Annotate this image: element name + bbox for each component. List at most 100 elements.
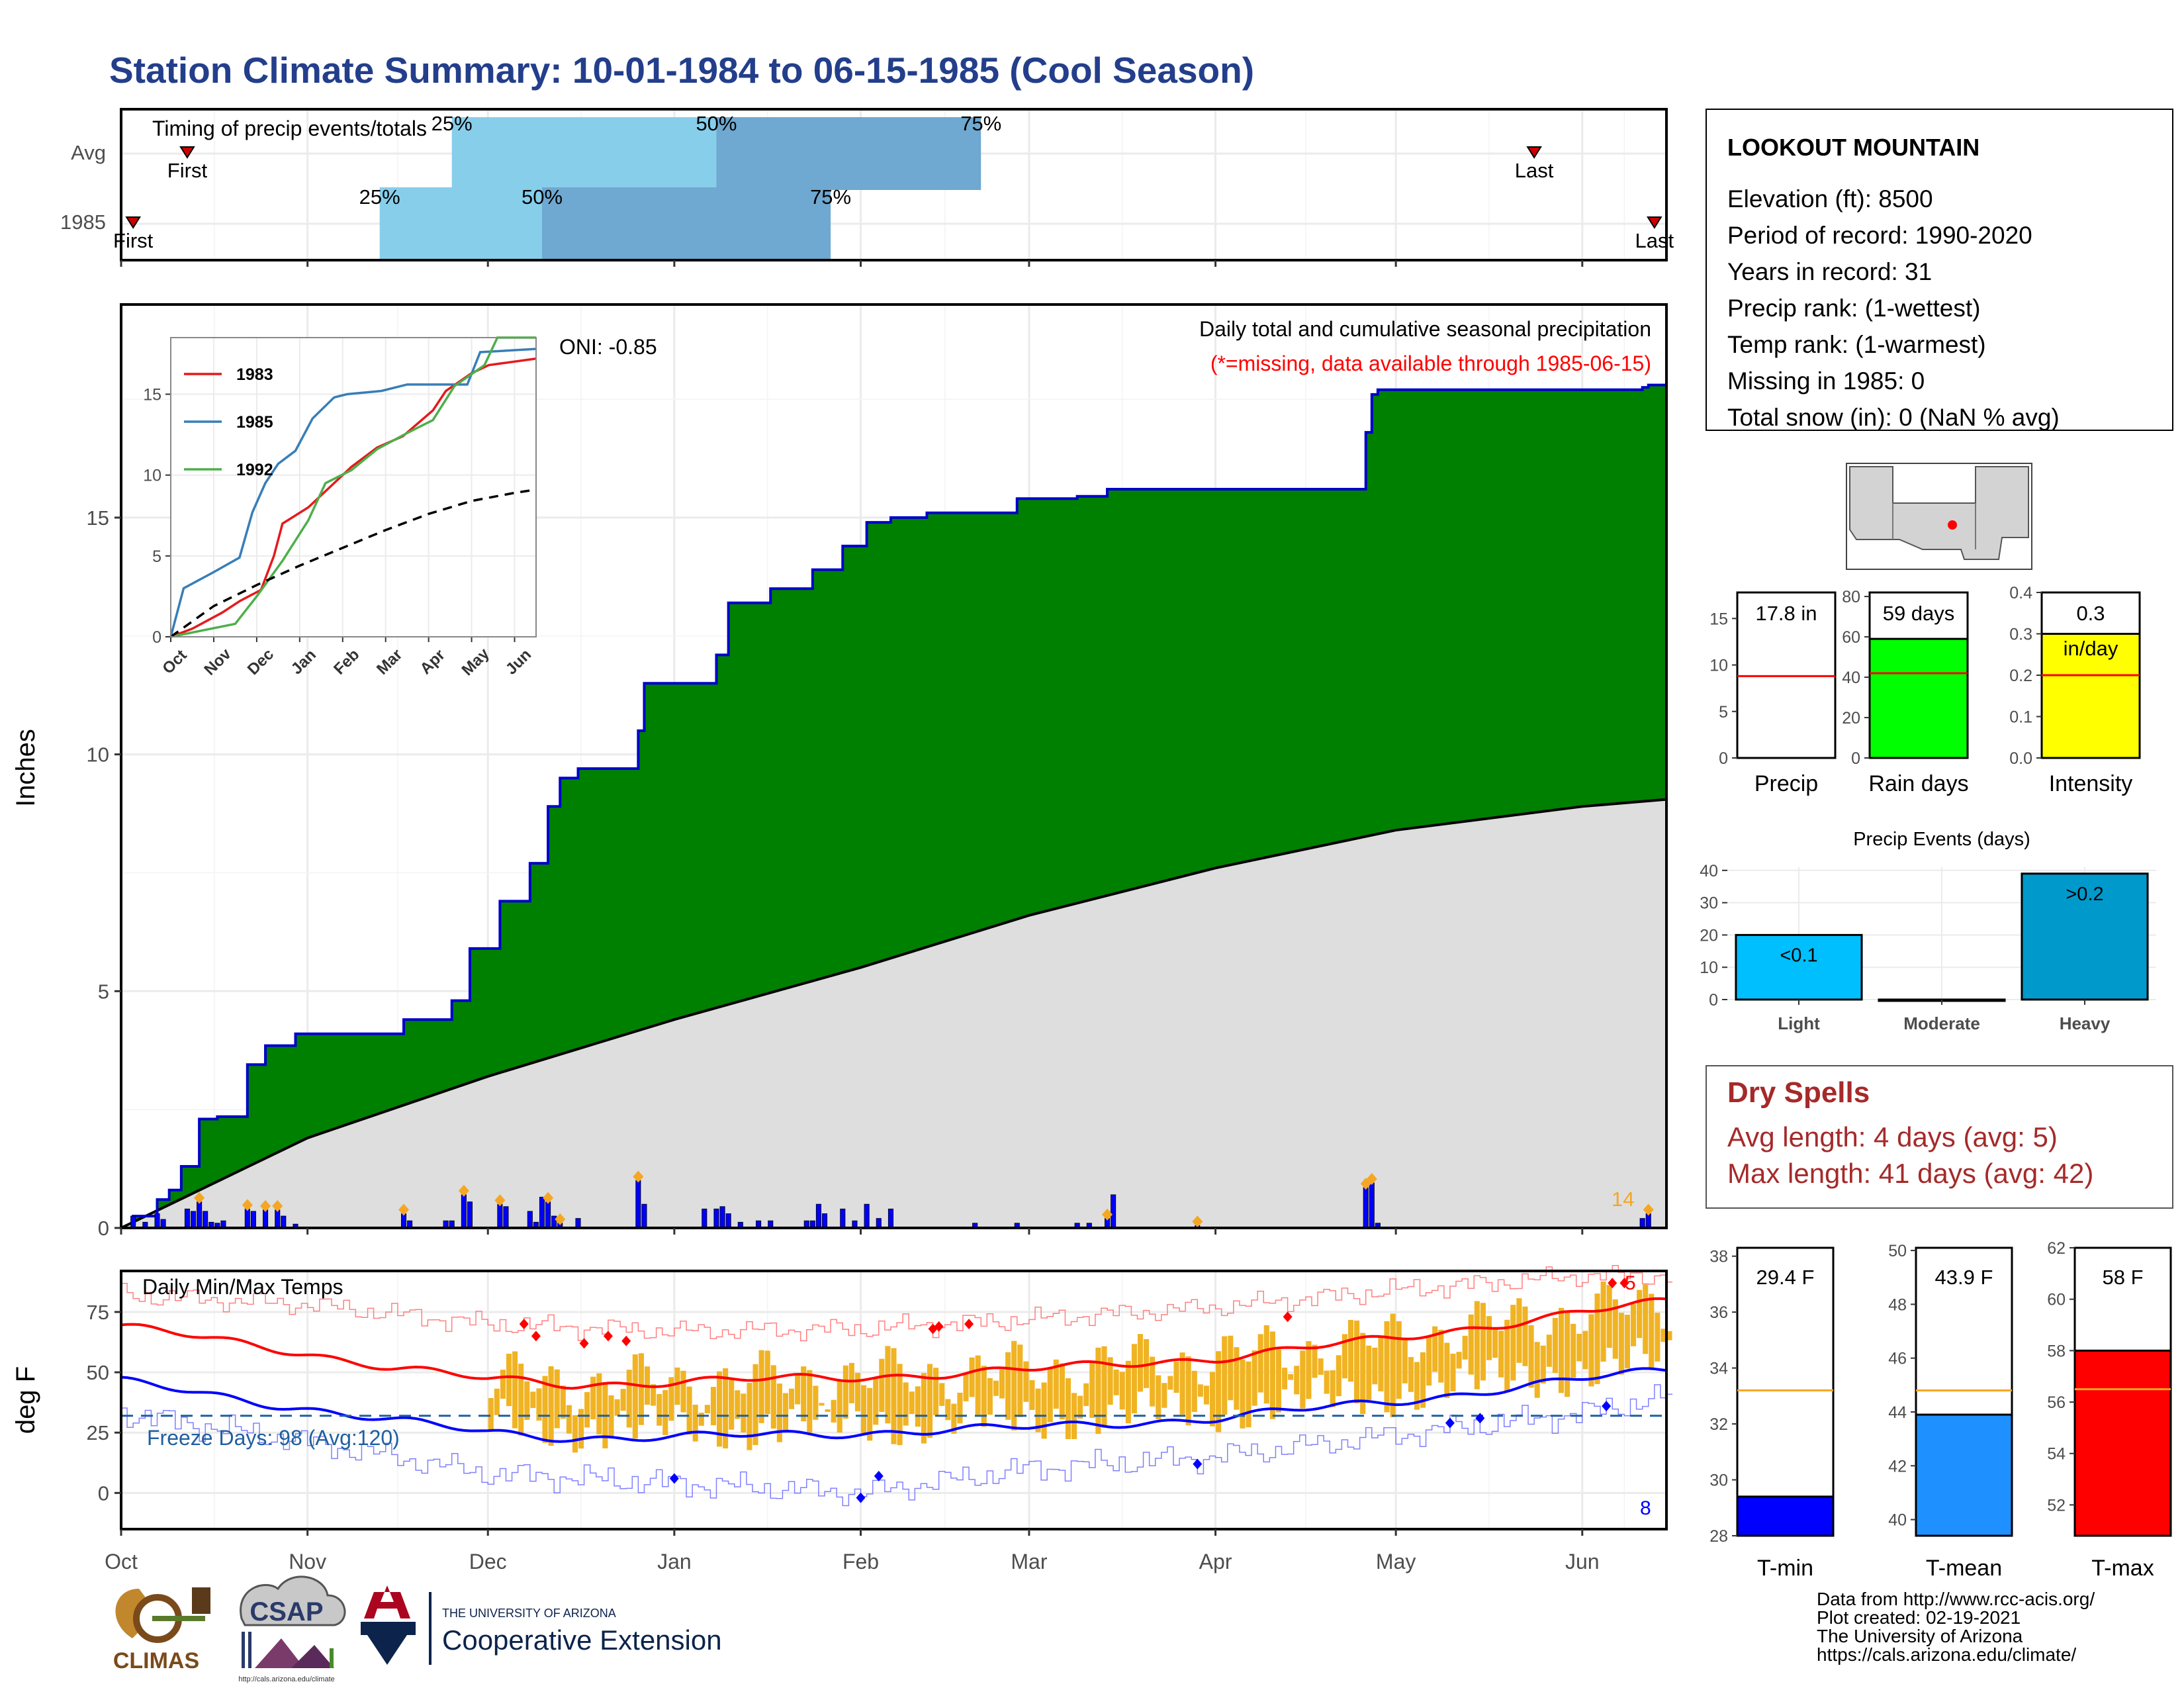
daily-temp-bar — [698, 1413, 704, 1426]
daily-temp-bar — [1041, 1382, 1047, 1439]
daily-precip-bar — [281, 1215, 287, 1229]
daily-precip-bar — [154, 1213, 160, 1229]
x-tick-label: Jun — [1565, 1550, 1600, 1573]
inset-chart: Oct Nov Dec Jan Feb Mar Apr May Jun0510151983198… — [143, 336, 537, 679]
temp-y-tick-label: 28 — [1709, 1527, 1728, 1546]
daily-temp-bar — [1366, 1345, 1372, 1401]
daily-temp-bar — [782, 1393, 789, 1432]
daily-precip-bar — [719, 1206, 725, 1229]
daily-precip-bar — [244, 1208, 250, 1229]
daily-temp-bar — [735, 1390, 741, 1419]
station-location-dot — [1948, 520, 1957, 530]
precip-ylabel: Inches — [11, 729, 40, 807]
y-tick-label: 50 — [87, 1361, 109, 1384]
daily-temp-bar — [572, 1415, 578, 1453]
y-tick-label: 25 — [87, 1421, 109, 1444]
daily-temp-bar — [686, 1386, 692, 1435]
daily-precip-bar — [1111, 1194, 1116, 1229]
extreme-precip-marker — [194, 1192, 205, 1204]
daily-temp-bar — [1552, 1317, 1558, 1374]
temp-y-tick-label: 42 — [1888, 1457, 1907, 1476]
precip-summary-bars: 17.8 in 0 5 10 15 Precip 59 days 0 20 40 60 80 Rain … — [1709, 584, 2141, 796]
x-tick-label: Oct — [105, 1550, 138, 1573]
record-high-marker — [934, 1321, 944, 1332]
daily-temp-bar — [1029, 1380, 1035, 1411]
temp-bar-label: T-mean — [1926, 1556, 2002, 1581]
daily-temp-bar — [494, 1388, 500, 1415]
daily-temp-bar — [1420, 1352, 1426, 1408]
daily-temp-bar — [1637, 1289, 1643, 1338]
y-tick-label: 0 — [98, 1217, 109, 1240]
daily-precip-bar — [1645, 1213, 1651, 1229]
timing-panel: 25% 50% 75% First Last 25% 50% 75% First Last Tim… — [60, 108, 1674, 261]
map-arizona-region — [1849, 466, 2029, 560]
daily-temp-bar — [1661, 1329, 1666, 1342]
climas-wordmark: CLIMAS — [113, 1648, 199, 1673]
daily-precip-bar — [1639, 1218, 1645, 1229]
average-cumulative-area — [121, 799, 1666, 1228]
daily-temp-bar — [566, 1405, 572, 1434]
daily-temp-bar — [1510, 1305, 1516, 1381]
daily-temp-bar — [1119, 1372, 1125, 1410]
timing-bar-q50-q75 — [541, 187, 831, 260]
extreme-precip-marker — [1643, 1203, 1654, 1216]
timing-bar-q50-q75 — [716, 117, 981, 190]
extreme-count: 14 — [1612, 1188, 1634, 1211]
timing-label-q25: 25% — [359, 185, 400, 209]
daily-temp-bar — [1161, 1383, 1167, 1408]
events-x-label: Heavy — [2060, 1013, 2111, 1033]
extreme-precip-marker — [543, 1192, 554, 1204]
daily-temp-bar — [1269, 1331, 1275, 1419]
daily-precip-bar — [821, 1213, 828, 1229]
footer-line: The University of Arizona — [1817, 1626, 2023, 1646]
record-high-marker — [519, 1319, 529, 1330]
daily-temp-bar — [1426, 1336, 1432, 1386]
record-low-marker — [1193, 1458, 1203, 1470]
precip-title: Daily total and cumulative seasonal prec… — [1199, 317, 1651, 341]
summary-y-tick-label: 40 — [1842, 669, 1860, 687]
daily-temp-bar — [716, 1371, 723, 1447]
timing-label-q75: 75% — [810, 185, 851, 209]
temp-bar — [2073, 1349, 2172, 1537]
daily-temp-bar — [1137, 1334, 1144, 1392]
daily-temp-bar — [1059, 1363, 1065, 1420]
y-tick-label: 15 — [87, 506, 109, 530]
daily-temp-bar — [770, 1365, 776, 1429]
daily-temp-bar — [1203, 1385, 1209, 1405]
daily-precip-bar — [725, 1213, 731, 1229]
extreme-precip-marker — [1102, 1208, 1113, 1221]
daily-temp-bar — [776, 1383, 782, 1442]
daily-precip-bar — [275, 1209, 281, 1229]
extreme-precip-marker — [458, 1184, 469, 1197]
extreme-precip-marker — [272, 1199, 283, 1212]
daily-temp-bar — [1173, 1362, 1179, 1393]
summary-bar-label: Rain days — [1868, 771, 1968, 796]
record-low-marker — [874, 1470, 884, 1481]
daily-temp-bar — [1649, 1293, 1655, 1370]
footer-line: https://cals.arizona.edu/climate/ — [1817, 1644, 2076, 1665]
daily-temp-bar — [1546, 1335, 1552, 1367]
csap-url: http://cals.arizona.edu/climate — [238, 1675, 335, 1683]
daily-temp-bar — [1312, 1344, 1318, 1378]
daily-temp-bar — [933, 1368, 939, 1415]
timing-first-marker — [179, 146, 195, 159]
daily-temp-bar — [1023, 1361, 1029, 1402]
timing-last-marker — [1647, 216, 1662, 229]
timing-label-q25: 25% — [432, 112, 473, 135]
daily-temp-bar — [590, 1376, 596, 1420]
daily-temp-bar — [1582, 1331, 1588, 1370]
timing-bar-q25-q50 — [451, 117, 717, 190]
daily-temp-bar — [1390, 1313, 1396, 1417]
daily-temp-bar — [518, 1364, 524, 1436]
inset-y-tick-label: 5 — [152, 547, 161, 566]
daily-temp-bar — [1191, 1370, 1197, 1413]
daily-temp-bar — [1144, 1338, 1150, 1388]
temp-bar — [1915, 1413, 2013, 1537]
daily-temp-bar — [1167, 1376, 1173, 1390]
daily-temp-bar — [1450, 1353, 1456, 1391]
daily-temp-bar — [488, 1397, 494, 1430]
temp-y-tick-label: 48 — [1888, 1295, 1907, 1314]
daily-temp-bar — [1197, 1384, 1203, 1397]
record-low-marker — [856, 1492, 866, 1503]
daily-temp-bar — [963, 1373, 969, 1401]
